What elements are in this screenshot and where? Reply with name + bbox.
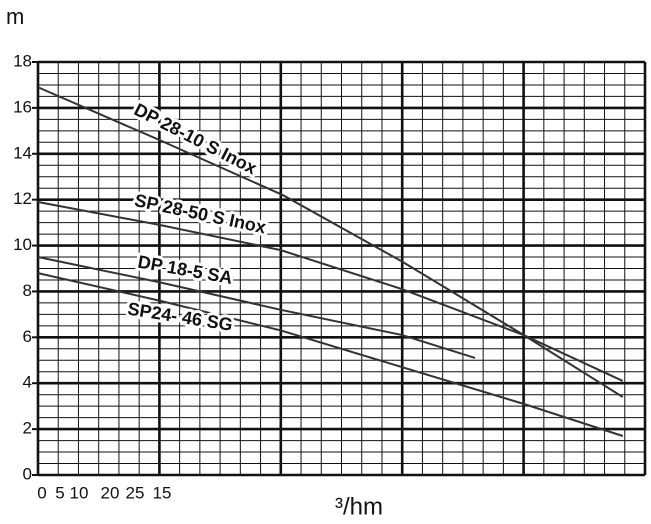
y-tick-label: 12	[13, 189, 32, 208]
x-axis-label: ³/hm	[335, 493, 383, 520]
y-tick-label: 18	[13, 51, 32, 70]
curve	[37, 86, 624, 398]
x-tick-label: 15	[153, 483, 172, 502]
curve	[37, 256, 476, 359]
y-tick-label: 14	[13, 143, 32, 162]
y-tick-label: 6	[23, 327, 32, 346]
x-tick-label: 20	[101, 483, 120, 502]
x-tick-label: 0	[37, 483, 46, 502]
y-axis-label: m	[6, 4, 24, 29]
y-tick-label: 2	[23, 419, 32, 438]
y-tick-label: 8	[23, 281, 32, 300]
y-tick-label: 16	[13, 97, 32, 116]
curve	[37, 200, 624, 382]
x-tick-label: 5	[55, 483, 64, 502]
y-tick-label: 0	[23, 464, 32, 483]
x-tick-label: 25	[126, 483, 145, 502]
x-tick-label: 10	[70, 483, 89, 502]
y-tick-label: 10	[13, 235, 32, 254]
curve-label: SP24- 46 SG	[126, 299, 234, 335]
y-tick-label: 4	[23, 373, 32, 392]
curve	[37, 272, 624, 437]
